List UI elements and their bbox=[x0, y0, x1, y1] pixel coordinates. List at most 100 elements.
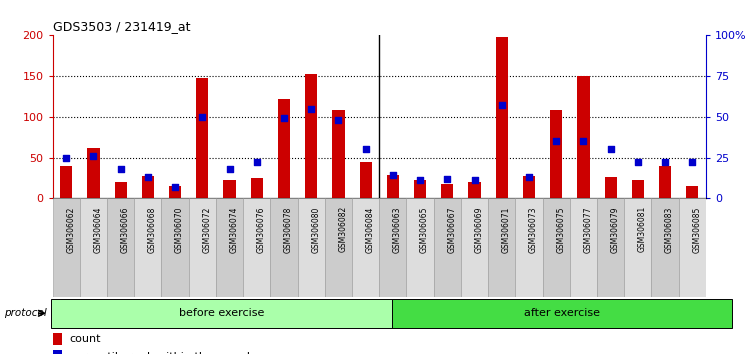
Bar bbox=[632, 180, 644, 198]
Bar bbox=[53, 350, 62, 354]
Bar bbox=[570, 198, 597, 297]
Bar bbox=[251, 178, 263, 198]
Bar bbox=[87, 148, 100, 198]
Bar bbox=[624, 198, 651, 297]
Bar bbox=[297, 198, 324, 297]
Bar bbox=[542, 198, 570, 297]
Point bbox=[605, 147, 617, 152]
Point bbox=[333, 117, 345, 123]
Point bbox=[360, 147, 372, 152]
Point bbox=[578, 138, 590, 144]
Bar bbox=[60, 166, 72, 198]
Text: GSM306070: GSM306070 bbox=[175, 206, 184, 253]
Point bbox=[115, 166, 127, 172]
Point bbox=[659, 160, 671, 165]
Bar bbox=[352, 198, 379, 297]
Bar bbox=[679, 198, 706, 297]
Point bbox=[196, 114, 208, 120]
Text: GSM306074: GSM306074 bbox=[230, 206, 239, 253]
Bar bbox=[550, 110, 562, 198]
Point bbox=[414, 177, 426, 183]
Bar bbox=[51, 299, 392, 328]
Point bbox=[142, 174, 154, 180]
Text: GSM306063: GSM306063 bbox=[393, 206, 402, 253]
Bar bbox=[387, 176, 399, 198]
Text: GSM306080: GSM306080 bbox=[311, 206, 320, 252]
Bar bbox=[332, 110, 345, 198]
Bar bbox=[414, 180, 427, 198]
Text: GDS3503 / 231419_at: GDS3503 / 231419_at bbox=[53, 20, 190, 33]
Text: percentile rank within the sample: percentile rank within the sample bbox=[69, 352, 257, 354]
Bar bbox=[169, 186, 181, 198]
Bar bbox=[223, 180, 236, 198]
Point bbox=[632, 160, 644, 165]
Text: GSM306062: GSM306062 bbox=[66, 206, 75, 252]
Bar bbox=[605, 177, 617, 198]
Point bbox=[224, 166, 236, 172]
Text: GSM306071: GSM306071 bbox=[502, 206, 511, 252]
Point bbox=[278, 116, 290, 121]
Bar bbox=[189, 198, 216, 297]
Text: before exercise: before exercise bbox=[179, 308, 264, 318]
Text: GSM306069: GSM306069 bbox=[475, 206, 484, 253]
Bar bbox=[216, 198, 243, 297]
Text: GSM306064: GSM306064 bbox=[93, 206, 102, 253]
Text: GSM306085: GSM306085 bbox=[692, 206, 701, 252]
Point bbox=[305, 106, 317, 112]
Text: GSM306083: GSM306083 bbox=[665, 206, 674, 252]
Point bbox=[87, 153, 99, 159]
Text: GSM306081: GSM306081 bbox=[638, 206, 647, 252]
Bar bbox=[461, 198, 488, 297]
Bar bbox=[597, 198, 624, 297]
Bar bbox=[523, 176, 535, 198]
Text: GSM306068: GSM306068 bbox=[148, 206, 157, 252]
Bar bbox=[392, 299, 732, 328]
Point bbox=[550, 138, 562, 144]
Text: GSM306073: GSM306073 bbox=[529, 206, 538, 253]
Bar bbox=[142, 176, 154, 198]
Bar bbox=[305, 74, 318, 198]
Bar bbox=[114, 182, 127, 198]
Bar bbox=[515, 198, 542, 297]
Text: GSM306082: GSM306082 bbox=[339, 206, 348, 252]
Bar bbox=[80, 198, 107, 297]
Point bbox=[442, 176, 454, 182]
Text: GSM306084: GSM306084 bbox=[366, 206, 375, 252]
Bar bbox=[488, 198, 515, 297]
Bar bbox=[107, 198, 134, 297]
Bar bbox=[651, 198, 679, 297]
Text: GSM306067: GSM306067 bbox=[448, 206, 457, 253]
Text: GSM306066: GSM306066 bbox=[121, 206, 130, 253]
Bar bbox=[161, 198, 189, 297]
Text: GSM306075: GSM306075 bbox=[556, 206, 566, 253]
Text: GSM306078: GSM306078 bbox=[284, 206, 293, 252]
Bar bbox=[196, 78, 209, 198]
Point bbox=[169, 184, 181, 190]
Text: protocol: protocol bbox=[4, 308, 47, 318]
Point bbox=[686, 160, 698, 165]
Bar bbox=[243, 198, 270, 297]
Point bbox=[496, 103, 508, 108]
Bar bbox=[324, 198, 352, 297]
Text: GSM306079: GSM306079 bbox=[611, 206, 620, 253]
Bar bbox=[469, 182, 481, 198]
Bar bbox=[360, 161, 372, 198]
Bar bbox=[496, 37, 508, 198]
Bar bbox=[659, 166, 671, 198]
Bar bbox=[406, 198, 433, 297]
Bar bbox=[270, 198, 297, 297]
Point bbox=[469, 177, 481, 183]
Bar bbox=[578, 76, 590, 198]
Text: after exercise: after exercise bbox=[524, 308, 600, 318]
Bar bbox=[134, 198, 161, 297]
Point bbox=[60, 155, 72, 160]
Bar bbox=[278, 99, 290, 198]
Bar bbox=[441, 184, 454, 198]
Bar bbox=[379, 198, 406, 297]
Text: GSM306065: GSM306065 bbox=[420, 206, 429, 253]
Point bbox=[251, 160, 263, 165]
Text: GSM306072: GSM306072 bbox=[202, 206, 211, 252]
Point bbox=[387, 173, 399, 178]
Text: GSM306076: GSM306076 bbox=[257, 206, 266, 253]
Bar bbox=[433, 198, 461, 297]
